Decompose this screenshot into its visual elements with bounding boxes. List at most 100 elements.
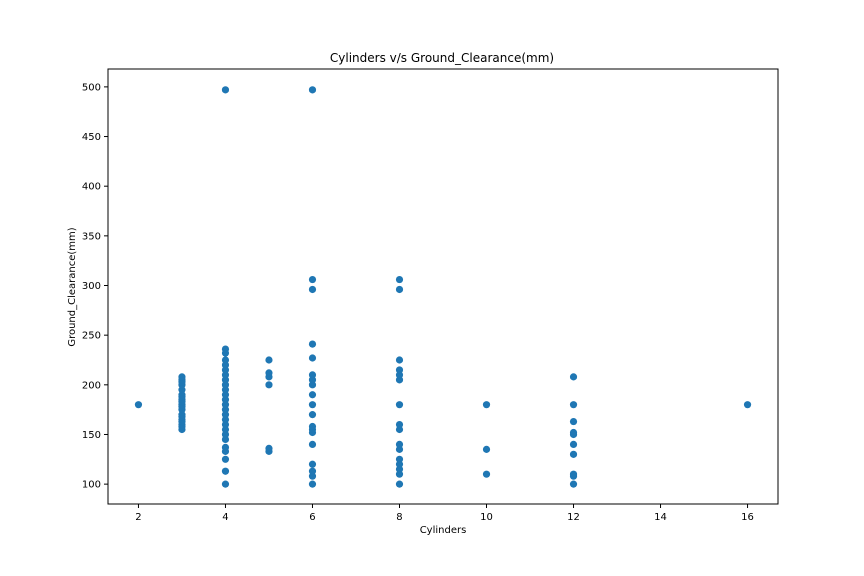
scatter-point bbox=[308, 460, 317, 468]
y-axis: 100 150 200 250 300 350 400 450 500 bbox=[82, 82, 108, 491]
scatter-point bbox=[482, 401, 491, 409]
scatter-point bbox=[308, 354, 317, 362]
scatter-point bbox=[308, 285, 317, 294]
scatter-point bbox=[221, 415, 230, 424]
scatter-point bbox=[221, 86, 230, 94]
data-points bbox=[134, 86, 752, 488]
scatter-point bbox=[221, 386, 230, 394]
scatter-point bbox=[308, 422, 317, 431]
scatter-point bbox=[221, 345, 230, 353]
scatter-point bbox=[308, 411, 317, 419]
scatter-point bbox=[569, 450, 578, 458]
scatter-point bbox=[221, 371, 230, 379]
scatter-point bbox=[395, 356, 404, 364]
scatter-point bbox=[221, 396, 230, 404]
scatter-point bbox=[221, 376, 230, 384]
y-tick-label: 200 bbox=[82, 380, 101, 391]
scatter-point bbox=[569, 401, 578, 409]
scatter-point bbox=[221, 411, 230, 419]
x-axis-title: Cylinders bbox=[420, 525, 467, 536]
scatter-point bbox=[221, 420, 230, 429]
scatter-point bbox=[395, 425, 404, 434]
scatter-point bbox=[134, 401, 143, 409]
x-tick-label: 4 bbox=[222, 512, 228, 523]
scatter-point bbox=[221, 480, 230, 488]
scatter-point bbox=[482, 470, 491, 478]
scatter-point bbox=[308, 391, 317, 399]
y-tick-label: 300 bbox=[82, 281, 101, 292]
scatter-point bbox=[395, 460, 404, 468]
scatter-point bbox=[395, 470, 404, 478]
scatter-point bbox=[265, 356, 273, 364]
scatter-point bbox=[221, 435, 230, 444]
scatter-point bbox=[221, 356, 230, 364]
x-tick-label: 12 bbox=[567, 512, 580, 523]
scatter-point bbox=[569, 373, 578, 381]
scatter-point bbox=[395, 371, 404, 379]
scatter-point bbox=[395, 455, 404, 463]
plot-area bbox=[107, 68, 779, 505]
scatter-point bbox=[265, 369, 273, 377]
x-tick-label: 10 bbox=[480, 512, 493, 523]
y-tick-label: 250 bbox=[82, 331, 101, 342]
y-tick-label: 100 bbox=[82, 480, 101, 491]
scatter-point bbox=[221, 406, 230, 414]
scatter-point bbox=[395, 285, 404, 294]
y-tick-label: 500 bbox=[82, 82, 101, 93]
scatter-point bbox=[308, 472, 317, 480]
y-axis-title: Ground_Clearance(mm) bbox=[67, 227, 78, 346]
y-tick-label: 450 bbox=[82, 132, 101, 143]
scatter-point bbox=[308, 376, 317, 384]
x-axis: 2 4 6 8 10 12 14 16 bbox=[135, 504, 754, 523]
scatter-point bbox=[308, 480, 317, 488]
scatter-point bbox=[221, 361, 230, 369]
scatter-point bbox=[221, 425, 230, 434]
scatter-point bbox=[308, 275, 317, 284]
scatter-point bbox=[308, 381, 317, 389]
scatter-point bbox=[221, 467, 230, 475]
chart-title: Cylinders v/s Ground_Clearance(mm) bbox=[330, 51, 554, 65]
scatter-point bbox=[308, 340, 317, 348]
x-tick-label: 14 bbox=[654, 512, 667, 523]
scatter-point bbox=[395, 275, 404, 284]
scatter-point bbox=[395, 401, 404, 409]
scatter-point bbox=[221, 455, 230, 463]
scatter-point bbox=[221, 430, 230, 439]
scatter-point bbox=[569, 480, 578, 488]
scatter-point bbox=[569, 417, 578, 426]
scatter-point bbox=[395, 445, 404, 453]
scatter-point bbox=[178, 373, 186, 381]
scatter-point bbox=[395, 420, 404, 429]
scatter-point bbox=[221, 443, 230, 451]
x-tick-label: 2 bbox=[135, 512, 141, 523]
scatter-point bbox=[569, 428, 578, 437]
scatter-point bbox=[221, 391, 230, 399]
scatter-point bbox=[569, 470, 578, 478]
scatter-point bbox=[178, 391, 186, 399]
scatter-point bbox=[221, 366, 230, 374]
scatter-point bbox=[265, 444, 273, 452]
scatter-point bbox=[395, 480, 404, 488]
scatter-point bbox=[178, 386, 186, 394]
scatter-point bbox=[743, 401, 752, 409]
y-tick-label: 350 bbox=[82, 231, 101, 242]
y-tick-label: 150 bbox=[82, 430, 101, 441]
x-tick-label: 6 bbox=[309, 512, 315, 523]
scatter-point bbox=[482, 445, 491, 453]
x-tick-label: 16 bbox=[741, 512, 754, 523]
scatter-point bbox=[308, 401, 317, 409]
scatter-point bbox=[395, 376, 404, 384]
scatter-point bbox=[395, 366, 404, 374]
scatter-point bbox=[178, 411, 186, 419]
scatter-point bbox=[308, 440, 317, 449]
scatter-point bbox=[308, 86, 317, 94]
x-tick-label: 8 bbox=[396, 512, 402, 523]
scatter-point bbox=[395, 440, 404, 449]
y-tick-label: 400 bbox=[82, 182, 101, 193]
scatter-point bbox=[221, 401, 230, 409]
scatter-point bbox=[221, 381, 230, 389]
scatter-point bbox=[265, 381, 273, 389]
scatter-point bbox=[308, 371, 317, 379]
scatter-point bbox=[569, 440, 578, 449]
